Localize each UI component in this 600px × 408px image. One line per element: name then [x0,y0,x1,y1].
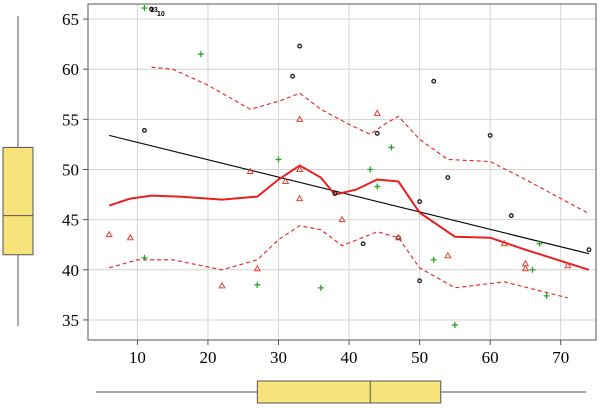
plus-point [451,321,458,328]
x-axis-boxplot [96,380,586,404]
plus-point [254,281,261,288]
circle-point [508,213,514,219]
plus-point [275,156,282,163]
x-axis-tick-labels: 10 20 30 40 50 60 70 [129,348,569,367]
lower-confidence-band [109,225,568,299]
plus-point [197,51,204,58]
plot-frame [87,3,597,341]
circle-point [417,199,423,205]
grid-lines [83,4,596,345]
circle-point [141,127,147,133]
triangle-point [521,264,530,272]
y-tick-label: 45 [62,211,79,230]
circle-point [445,175,451,180]
y-tick-label: 50 [62,160,79,179]
triangle-point [564,261,572,269]
y-tick-label: 40 [62,261,79,280]
circle-point [374,130,380,136]
x-tick-label: 60 [482,348,499,367]
x-tick-label: 10 [129,348,146,367]
triangle-point [500,239,508,247]
plus-point [430,256,437,263]
plus-point [536,240,543,247]
y-tick-label: 65 [62,10,79,29]
triangle-point [296,194,304,202]
x-tick-label: 30 [270,348,287,367]
triangle-point [105,230,113,238]
circle-point [586,247,592,253]
x-tick-label: 40 [341,348,358,367]
fit-curves [108,66,590,299]
triangle-point [126,233,134,241]
triangle-point [338,215,346,223]
x-tick-label: 50 [411,348,428,367]
circle-point [149,6,154,12]
triangle-point [296,165,304,172]
y-axis-tick-labels: 35 40 45 50 55 60 65 [62,10,79,330]
y-axis-boxplot [2,16,34,326]
smooth-fit-line [108,164,590,271]
x-tick-label: 20 [199,348,216,367]
plus-point [374,183,381,190]
triangle-point [394,233,403,241]
y-tick-label: 55 [62,110,79,129]
regression-line [109,134,590,255]
plus-point [529,266,536,273]
triangle-point [218,281,226,289]
circle-point [431,78,437,84]
data-points [105,5,592,328]
circle-point [290,73,296,79]
y-box [2,146,34,256]
circle-point [417,278,423,284]
point-label: 10 [157,11,165,18]
triangle-point [296,115,304,122]
circle-point [332,191,338,197]
y-tick-label: 35 [62,311,79,330]
x-box [256,380,442,404]
plus-point [141,254,148,261]
circle-point [297,43,303,49]
upper-confidence-band [151,66,590,215]
x-tick-label: 70 [552,348,569,367]
point-label: 13 [150,7,158,14]
plus-point [141,5,148,12]
triangle-point [253,264,261,272]
circle-point [487,132,493,138]
triangle-point [281,177,290,185]
plus-point [388,144,395,151]
plus-point [317,284,324,291]
triangle-point [444,251,452,259]
y-tick-label: 60 [62,60,79,79]
plus-point [367,166,374,173]
circle-point [360,241,366,247]
triangle-point [246,167,254,174]
triangle-point [373,109,381,116]
plus-point [543,292,550,299]
